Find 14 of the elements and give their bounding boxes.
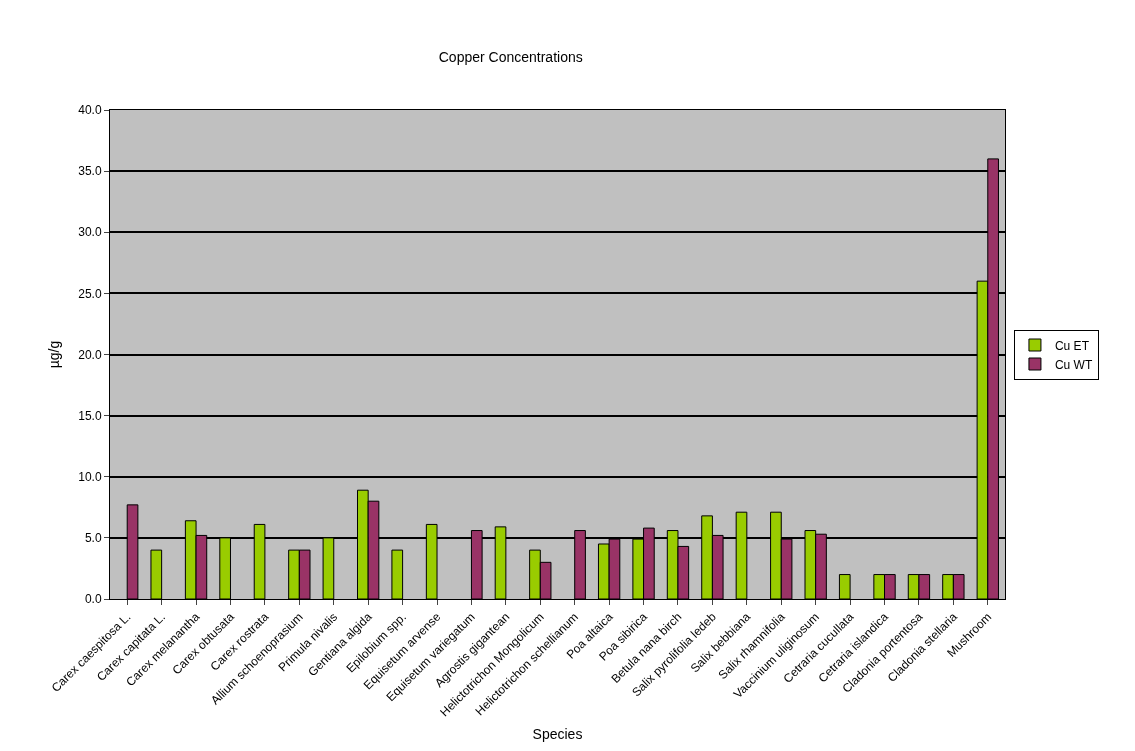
- x-axis-title: Species: [532, 725, 583, 742]
- y-tick-label: 25.0: [78, 286, 102, 301]
- y-tick-label: 5.0: [84, 531, 102, 546]
- y-tick-label: 10.0: [78, 469, 102, 484]
- y-tick-label: 15.0: [78, 408, 102, 423]
- chart-title: Copper Concentrations: [438, 49, 583, 66]
- y-axis-title: µg/g: [45, 340, 62, 369]
- legend-label: Cu WT: [1054, 357, 1093, 372]
- y-tick-label: 30.0: [78, 225, 102, 240]
- y-tick-label: 20.0: [78, 347, 102, 362]
- legend-label: Cu ET: [1054, 338, 1090, 353]
- y-tick-label: 35.0: [78, 164, 102, 179]
- y-tick-label: 0.0: [84, 592, 102, 607]
- y-tick-label: 40.0: [78, 103, 102, 118]
